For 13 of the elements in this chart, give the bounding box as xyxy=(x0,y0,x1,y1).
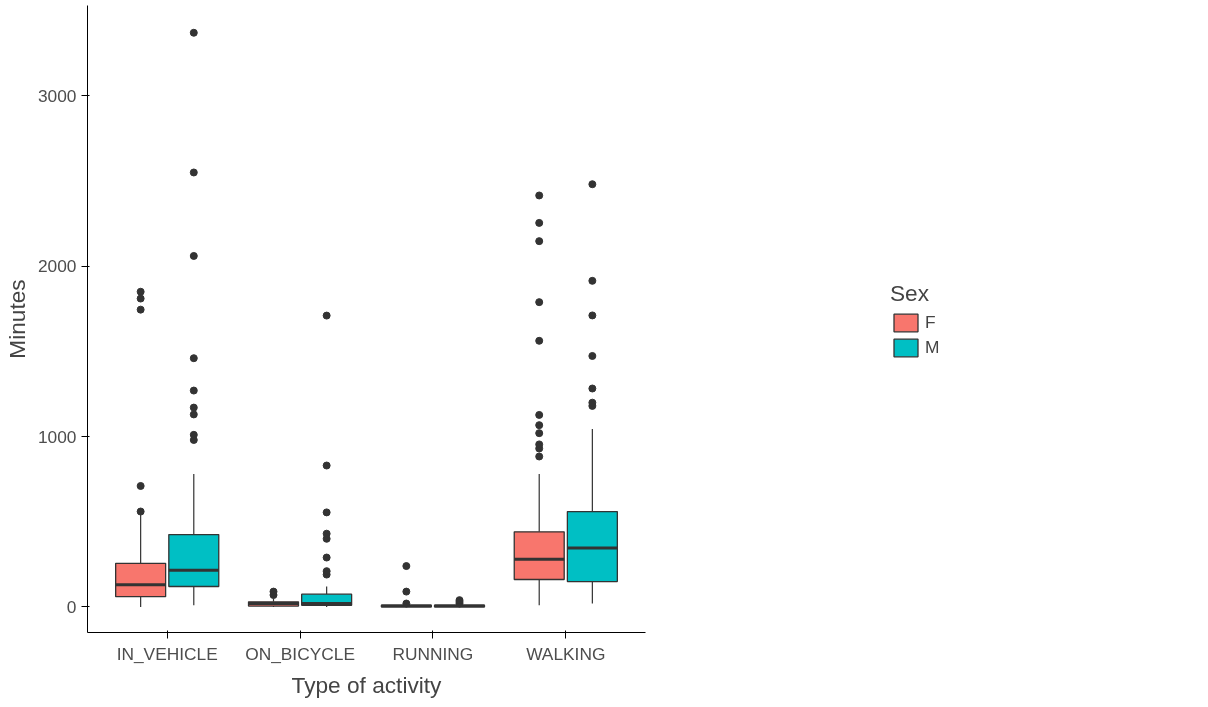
legend-label: F xyxy=(925,311,937,333)
y-tick-label: 0 xyxy=(66,596,77,617)
x-tick-label: IN_VEHICLE xyxy=(116,643,218,664)
y-axis-title: Minutes xyxy=(3,279,30,359)
legend-label: M xyxy=(925,336,941,358)
x-axis-title: Type of activity xyxy=(291,671,443,698)
y-tick-label: 3000 xyxy=(37,85,77,106)
x-tick-label: ON_BICYCLE xyxy=(245,643,355,664)
y-tick-label: 1000 xyxy=(37,426,77,447)
legend-title: Sex xyxy=(890,279,931,306)
y-tick-label: 2000 xyxy=(37,256,77,277)
x-tick-label: WALKING xyxy=(526,643,606,664)
x-tick-label: RUNNING xyxy=(392,643,474,664)
